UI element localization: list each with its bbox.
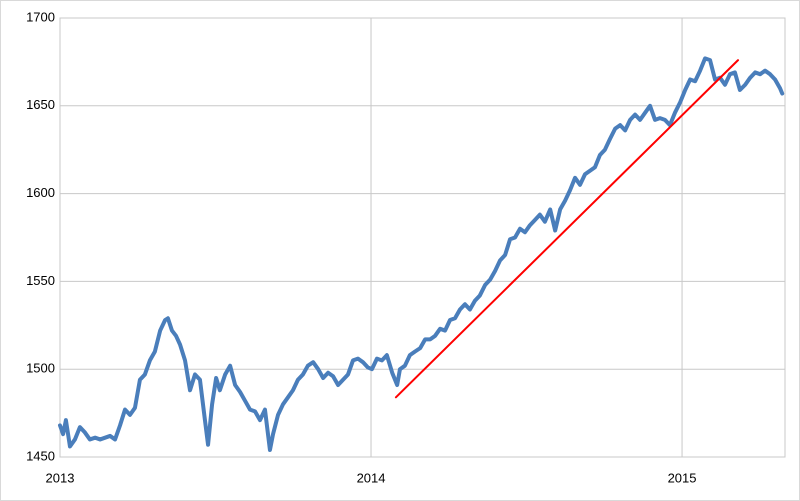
y-tick-label: 1500 (26, 361, 55, 376)
x-tick-label: 2015 (668, 470, 697, 485)
y-tick-label: 1550 (26, 273, 55, 288)
line-series (58, 56, 785, 452)
y-tick-label: 1650 (26, 97, 55, 112)
line-series (394, 59, 740, 399)
y-tick-label: 1700 (26, 9, 55, 24)
y-tick-label: 1600 (26, 185, 55, 200)
y-tick-label: 1450 (26, 448, 55, 463)
x-tick-label: 2013 (46, 470, 75, 485)
x-tick-label: 2014 (357, 470, 386, 485)
